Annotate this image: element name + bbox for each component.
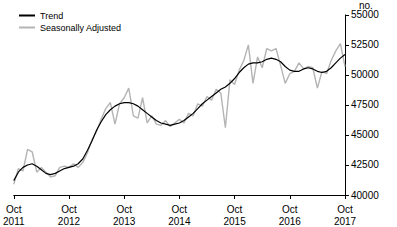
svg-text:2014: 2014	[168, 216, 191, 227]
svg-text:Oct: Oct	[337, 204, 353, 215]
svg-text:42500: 42500	[351, 159, 379, 170]
svg-text:40000: 40000	[351, 190, 379, 201]
svg-text:Oct: Oct	[227, 204, 243, 215]
svg-text:Oct: Oct	[172, 204, 188, 215]
svg-text:Oct: Oct	[116, 204, 132, 215]
svg-text:2011: 2011	[3, 216, 25, 227]
svg-text:Seasonally Adjusted: Seasonally Adjusted	[40, 23, 121, 33]
svg-text:55000: 55000	[351, 9, 379, 20]
svg-text:2015: 2015	[223, 216, 246, 227]
svg-text:Oct: Oct	[282, 204, 298, 215]
svg-text:2017: 2017	[334, 216, 357, 227]
svg-text:52500: 52500	[351, 39, 379, 50]
svg-text:50000: 50000	[351, 69, 379, 80]
svg-text:2013: 2013	[113, 216, 136, 227]
svg-text:47500: 47500	[351, 99, 379, 110]
svg-text:2016: 2016	[279, 216, 302, 227]
svg-text:45000: 45000	[351, 129, 379, 140]
svg-text:Trend: Trend	[40, 11, 63, 21]
svg-text:Oct: Oct	[61, 204, 77, 215]
svg-text:Oct: Oct	[6, 204, 22, 215]
svg-text:2012: 2012	[58, 216, 81, 227]
